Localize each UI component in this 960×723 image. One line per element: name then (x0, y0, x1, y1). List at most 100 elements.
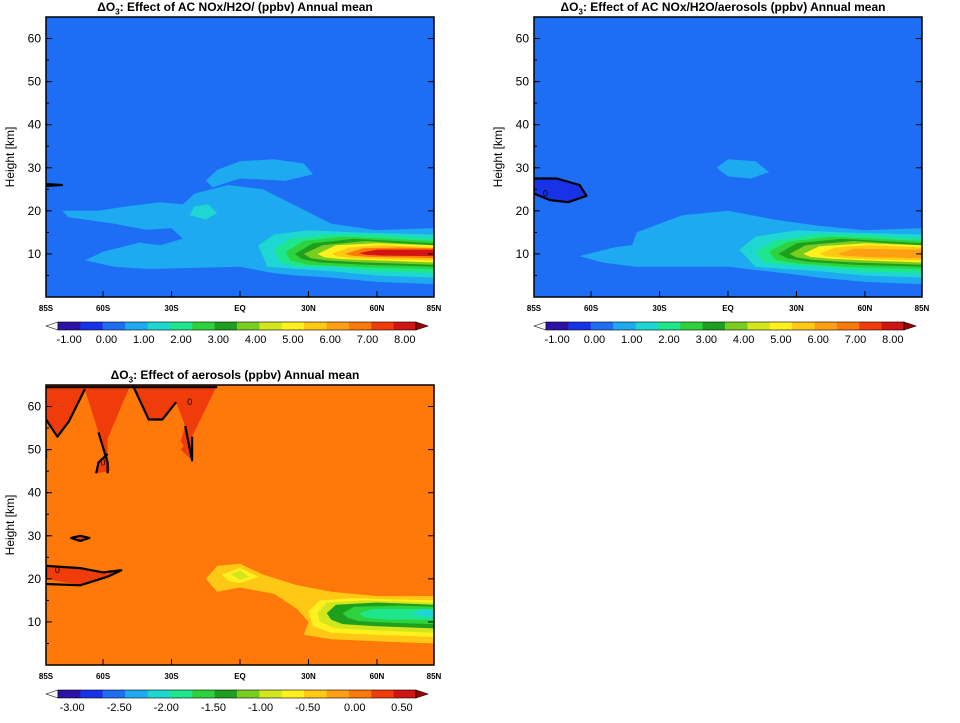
colorbar-swatch (125, 322, 148, 330)
x-tick-label: 60S (96, 304, 111, 313)
contour-fill-region (358, 609, 434, 620)
colorbar-swatch (836, 322, 860, 330)
y-tick-label: 40 (28, 486, 42, 500)
x-tick-label: 60S (584, 304, 599, 313)
contour-fills (46, 159, 434, 285)
y-tick-label: 40 (516, 118, 530, 132)
contour-fill-region (189, 204, 218, 220)
contour-fill-region (46, 385, 131, 463)
x-tick-label: 60S (96, 672, 111, 681)
colorbar-swatch (237, 690, 260, 698)
colorbar-label: 7.00 (845, 334, 866, 346)
colorbar-label: 1.00 (133, 334, 154, 346)
colorbar-swatch (590, 322, 614, 330)
colorbar-low-arrow (533, 321, 547, 331)
contour-fills: 0 (534, 159, 922, 285)
colorbar-swatch (80, 690, 104, 698)
colorbar-label: 8.00 (394, 334, 415, 346)
y-tick-label: 60 (516, 32, 530, 46)
colorbar-swatch (58, 322, 81, 330)
y-tick-label: 60 (28, 400, 42, 414)
x-tick-label: 60N (370, 672, 385, 681)
contour-panel-ac-nox-h2o-aerosols: ΔO3: Effect of AC NOx/H2O/aerosols (ppbv… (488, 0, 958, 350)
contour-fill-region (132, 385, 218, 461)
x-tick-label: EQ (234, 672, 246, 681)
y-tick-label: 50 (516, 75, 530, 89)
colorbar-label: -1.00 (57, 334, 82, 346)
colorbar-frame (57, 689, 417, 699)
x-tick-label: 30N (301, 672, 316, 681)
colorbar-swatch (281, 690, 305, 698)
y-axis-label: Height [km] (491, 127, 505, 188)
colorbar-label: -0.50 (295, 702, 320, 714)
zero-contour-line (534, 177, 588, 204)
contour-panel-ac-nox-h2o: ΔO3: Effect of AC NOx/H2O/ (ppbv) Annual… (0, 0, 470, 350)
colorbar-swatch (568, 322, 592, 330)
colorbar-swatch (58, 690, 81, 698)
colorbar-label: 2.00 (658, 334, 679, 346)
x-tick-label: 30S (652, 304, 667, 313)
y-tick-label: 30 (516, 161, 530, 175)
colorbar-swatch (371, 690, 395, 698)
contour-fill-region (230, 570, 250, 580)
colorbar-high-arrow (415, 689, 429, 699)
panel-title: ΔO3: Effect of AC NOx/H2O/aerosols (ppbv… (560, 0, 886, 17)
colorbar-label: -2.50 (107, 702, 132, 714)
colorbar-swatch (214, 322, 238, 330)
contour-plot: 10 20 30 40 50 60 85S 60S 30S EQ 30N 60N 85N Height [… (3, 16, 442, 346)
zero-contour-line (70, 534, 91, 542)
contour-fill-region (46, 565, 122, 586)
panel-title: ΔO3: Effect of aerosols (ppbv) Annual me… (110, 368, 360, 385)
y-axis-label: Height [km] (3, 127, 17, 188)
y-tick-label: 20 (28, 204, 42, 218)
colorbar-frame (57, 321, 417, 331)
colorbar-swatch (102, 322, 126, 330)
contour-fill-region (837, 248, 922, 259)
colorbar-label: 8.00 (882, 334, 903, 346)
colorbar-high-arrow (415, 321, 429, 331)
y-tick-label: 20 (516, 204, 530, 218)
colorbar-swatch (326, 322, 350, 330)
colorbar-swatch (304, 322, 327, 330)
colorbar-label: 7.00 (357, 334, 378, 346)
y-tick-label: 10 (516, 247, 530, 261)
colorbar-high-arrow (903, 321, 917, 331)
colorbar-swatch (657, 322, 681, 330)
colorbar-swatch (192, 690, 216, 698)
colorbar-swatch (792, 322, 815, 330)
colorbar-swatch (326, 690, 350, 698)
colorbar-swatch (147, 322, 171, 330)
colorbar-label: 5.00 (282, 334, 303, 346)
y-tick-label: 30 (28, 529, 42, 543)
x-tick-label: 60N (858, 304, 873, 313)
colorbar-swatch (747, 322, 771, 330)
zero-contour-line (95, 453, 109, 474)
contour-fill-region (358, 249, 434, 257)
contour-label: 0 (543, 189, 548, 199)
colorbar-swatch (725, 322, 748, 330)
colorbar-label: 3.00 (208, 334, 229, 346)
colorbar-swatch (371, 322, 395, 330)
colorbar-low-arrow (45, 321, 59, 331)
contour-label: 0 (55, 565, 60, 575)
colorbar-low-arrow (45, 689, 59, 699)
x-tick-label: 60N (370, 304, 385, 313)
colorbar-swatch (102, 690, 126, 698)
colorbar-swatch (613, 322, 636, 330)
zero-contour-line (131, 385, 177, 421)
colorbar-label: 4.00 (733, 334, 754, 346)
colorbar-label: 1.00 (621, 334, 642, 346)
zero-contour-line (46, 564, 123, 587)
contour-panel-aerosols: ΔO3: Effect of aerosols (ppbv) Annual me… (0, 368, 470, 718)
contour-label: 0 (101, 458, 106, 468)
x-tick-label: 85S (39, 672, 54, 681)
zero-contour-line (184, 425, 194, 462)
zero-contour-line (97, 432, 109, 474)
y-axis-label: Height [km] (3, 495, 17, 556)
zero-contour-line (46, 183, 64, 187)
colorbar-label: 2.00 (170, 334, 191, 346)
colorbar-label: -2.00 (154, 702, 179, 714)
colorbar-swatch (304, 690, 327, 698)
x-tick-label: EQ (234, 304, 246, 313)
x-tick-label: 85N (427, 672, 442, 681)
